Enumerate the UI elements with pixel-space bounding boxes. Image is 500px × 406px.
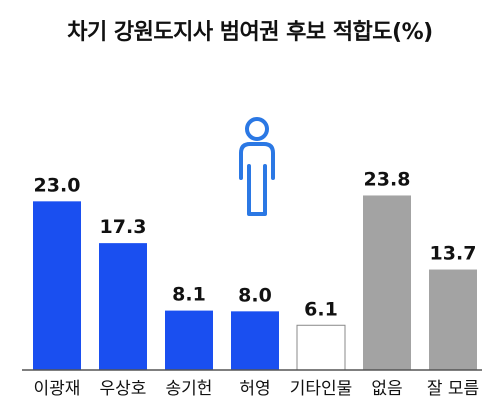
category-label-3: 송기헌 bbox=[166, 379, 213, 399]
chart-title: 차기 강원도지사 범여권 후보 적합도(%) bbox=[67, 20, 433, 45]
category-label-1: 이광재 bbox=[34, 379, 81, 399]
category-label-2: 우상호 bbox=[100, 379, 147, 399]
value-label-3: 8.1 bbox=[172, 284, 206, 306]
value-label-5: 6.1 bbox=[304, 298, 338, 320]
bar-3 bbox=[165, 310, 213, 370]
bar-7 bbox=[429, 269, 477, 370]
bar-6 bbox=[363, 195, 411, 370]
category-label-4: 허영 bbox=[239, 379, 270, 399]
person-icon bbox=[239, 117, 275, 216]
bar-5 bbox=[296, 324, 346, 371]
bar-1 bbox=[33, 201, 81, 370]
value-label-7: 13.7 bbox=[430, 243, 477, 265]
category-label-5: 기타인물 bbox=[290, 379, 353, 399]
value-label-6: 23.8 bbox=[364, 168, 411, 190]
bar-2 bbox=[99, 243, 147, 370]
category-label-7: 잘 모름 bbox=[427, 379, 479, 399]
value-label-4: 8.0 bbox=[238, 284, 272, 306]
value-label-2: 17.3 bbox=[100, 216, 147, 238]
category-label-6: 없음 bbox=[371, 379, 402, 399]
value-label-1: 23.0 bbox=[34, 174, 81, 196]
bar-4 bbox=[231, 311, 279, 370]
